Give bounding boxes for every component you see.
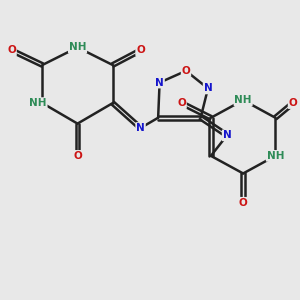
- Text: N: N: [155, 78, 164, 88]
- Text: NH: NH: [29, 98, 47, 108]
- Text: O: O: [289, 98, 297, 108]
- Text: O: O: [73, 151, 82, 161]
- Text: NH: NH: [267, 151, 284, 161]
- Text: NH: NH: [234, 95, 252, 105]
- Text: N: N: [136, 123, 145, 133]
- Text: O: O: [182, 66, 190, 76]
- Text: NH: NH: [69, 42, 86, 52]
- Text: O: O: [7, 45, 16, 55]
- Text: O: O: [136, 45, 145, 55]
- Text: O: O: [239, 198, 248, 208]
- Text: N: N: [223, 130, 231, 140]
- Text: N: N: [204, 83, 212, 93]
- Text: O: O: [177, 98, 186, 108]
